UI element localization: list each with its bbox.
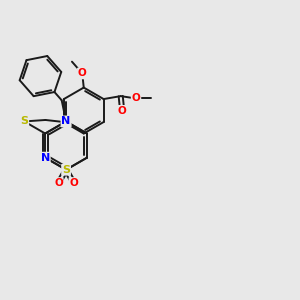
Text: N: N: [40, 153, 50, 163]
Text: O: O: [118, 106, 127, 116]
Text: S: S: [20, 116, 28, 126]
Text: O: O: [54, 178, 63, 188]
Text: O: O: [69, 178, 78, 188]
Text: O: O: [132, 94, 140, 103]
Text: S: S: [62, 165, 70, 175]
Text: N: N: [61, 116, 71, 126]
Text: O: O: [78, 68, 87, 78]
